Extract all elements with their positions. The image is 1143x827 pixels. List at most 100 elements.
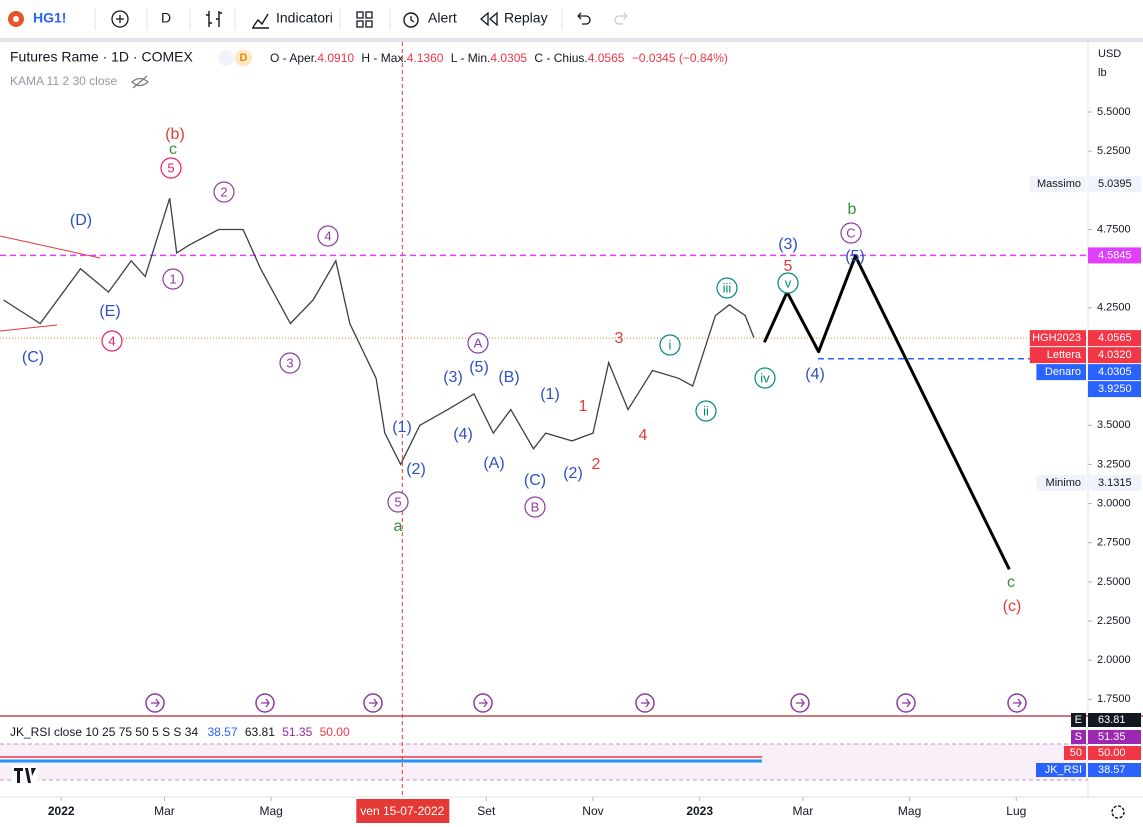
rsi-value-bg (1088, 713, 1141, 727)
legend-title: Futures Rame · 1D · COMEX (10, 49, 193, 65)
wave-circle (387, 491, 409, 513)
layouts[interactable] (356, 11, 373, 28)
rsi-tag-bg (1064, 746, 1086, 760)
undo[interactable] (577, 12, 591, 25)
y-tick-label: 4.7500 (1097, 223, 1131, 235)
wave-label: (4) (453, 426, 473, 443)
level-name: HGH2023 (1032, 332, 1081, 344)
rsi-pane: JK_RSI close 10 25 75 50 5 S S 34 38.57 … (0, 713, 1143, 787)
wave-label: 1 (579, 398, 588, 415)
wave-label: (B) (498, 369, 519, 386)
wave-label: (5) (845, 248, 865, 265)
level-value: 4.0320 (1098, 349, 1132, 361)
y-tick-label: 5.5000 (1097, 106, 1131, 118)
chart-type[interactable] (206, 11, 222, 27)
rsi-value: 63.81 (245, 725, 275, 739)
wave-circle (840, 222, 862, 244)
time-axis-bg (0, 797, 1143, 827)
wave-label: (1) (540, 386, 560, 403)
projection-line (763, 254, 1011, 571)
event-arrow (796, 698, 805, 708)
level-name: Denaro (1045, 366, 1081, 378)
x-tick-label: Set (477, 804, 496, 818)
wave-label: (3) (443, 369, 463, 386)
settings[interactable] (1111, 805, 1125, 819)
wave-circle (317, 225, 339, 247)
wave-label: v (785, 275, 792, 290)
add-symbol[interactable] (111, 10, 129, 28)
rsi-tag-bg (1071, 713, 1086, 727)
alert-hands (410, 16, 415, 23)
x-tick-label: Mag (898, 804, 921, 818)
level-value: 4.0305 (1098, 366, 1132, 378)
wave-label: 2 (220, 184, 227, 199)
wave-label: 4 (108, 333, 115, 348)
ohlc-label: C - Chius. (534, 51, 587, 65)
wave-label: (2) (563, 465, 583, 482)
y-tick-label: 4.2500 (1097, 302, 1131, 314)
wave-label: 5 (394, 494, 401, 509)
symbol[interactable]: HG1! (33, 10, 66, 26)
level-value-bg (1088, 364, 1141, 381)
level-name: Lettera (1047, 349, 1082, 361)
time-axis: ven 15-07-2022 2022 Mar Mag Set Nov 2023 Mar Mag… (48, 797, 1026, 823)
level-value: 4.5845 (1098, 249, 1132, 261)
x-tick-label: Mar (154, 804, 175, 818)
hide-icon[interactable] (131, 75, 149, 89)
level-value: 5.0395 (1098, 178, 1132, 190)
indicator-label: KAMA 11 2 30 close (10, 74, 118, 88)
level-value-bg (1088, 330, 1141, 347)
rsi-value-label: 63.81 (1098, 714, 1126, 726)
y-tick-label: 2.7500 (1097, 537, 1131, 549)
wave-label: i (669, 337, 672, 352)
currency[interactable]: USD (1098, 48, 1121, 60)
level-name-bg (1029, 330, 1086, 347)
wave-circle (162, 268, 184, 290)
y-tick-label: 2.2500 (1097, 615, 1131, 627)
wave-circle (777, 272, 799, 294)
crosshair-label: ven 15-07-2022 (360, 804, 444, 818)
replay-icon (480, 11, 498, 27)
level-value-bg (1088, 381, 1141, 398)
ohlc-value: 4.0910 (317, 51, 354, 65)
level-value-bg (1088, 176, 1141, 193)
level-name: Massimo (1037, 178, 1081, 190)
wave-label: (b) (165, 126, 185, 143)
unit[interactable]: lb (1098, 67, 1107, 79)
wave-label: ii (703, 403, 709, 418)
wave-label: (4) (805, 366, 825, 383)
level-value: 3.1315 (1098, 477, 1132, 489)
toolbar-bg (0, 0, 1143, 38)
level-name-bg (1029, 347, 1086, 364)
ohlc-value: 4.0305 (490, 51, 527, 65)
wave-label: (D) (70, 212, 92, 229)
replay[interactable]: Replay (504, 10, 548, 26)
wave-label: 5 (167, 160, 174, 175)
rsi-legend: JK_RSI close 10 25 75 50 5 S S 34 38.57 … (10, 725, 350, 739)
trend-line (0, 235, 101, 259)
rsi-tag: E (1075, 714, 1082, 726)
interval[interactable]: D (161, 10, 171, 26)
rsi-value: 50.00 (320, 725, 350, 739)
legend-badge-bg (235, 50, 252, 66)
crosshair-label-bg (356, 799, 450, 823)
wave-circle (695, 400, 717, 422)
event-arrow (1013, 698, 1022, 708)
wave-label: iii (723, 280, 732, 295)
level-value-bg (1088, 247, 1141, 264)
event-arrow (151, 698, 160, 708)
wave-label: (C) (524, 472, 546, 489)
wave-label: (E) (99, 303, 120, 320)
alert[interactable]: Alert (428, 10, 457, 26)
ohlc-label: H - Max. (361, 51, 406, 65)
wave-label: 2 (592, 456, 601, 473)
event-arrow (479, 698, 488, 708)
wave-label: 3 (615, 330, 624, 347)
level-name-bg (1036, 364, 1086, 381)
indicators[interactable]: Indicatori (276, 10, 333, 26)
wave-label: 1 (169, 271, 176, 286)
level-name-bg (1029, 176, 1086, 193)
redo[interactable] (614, 12, 628, 25)
level-value: 3.9250 (1098, 383, 1132, 395)
